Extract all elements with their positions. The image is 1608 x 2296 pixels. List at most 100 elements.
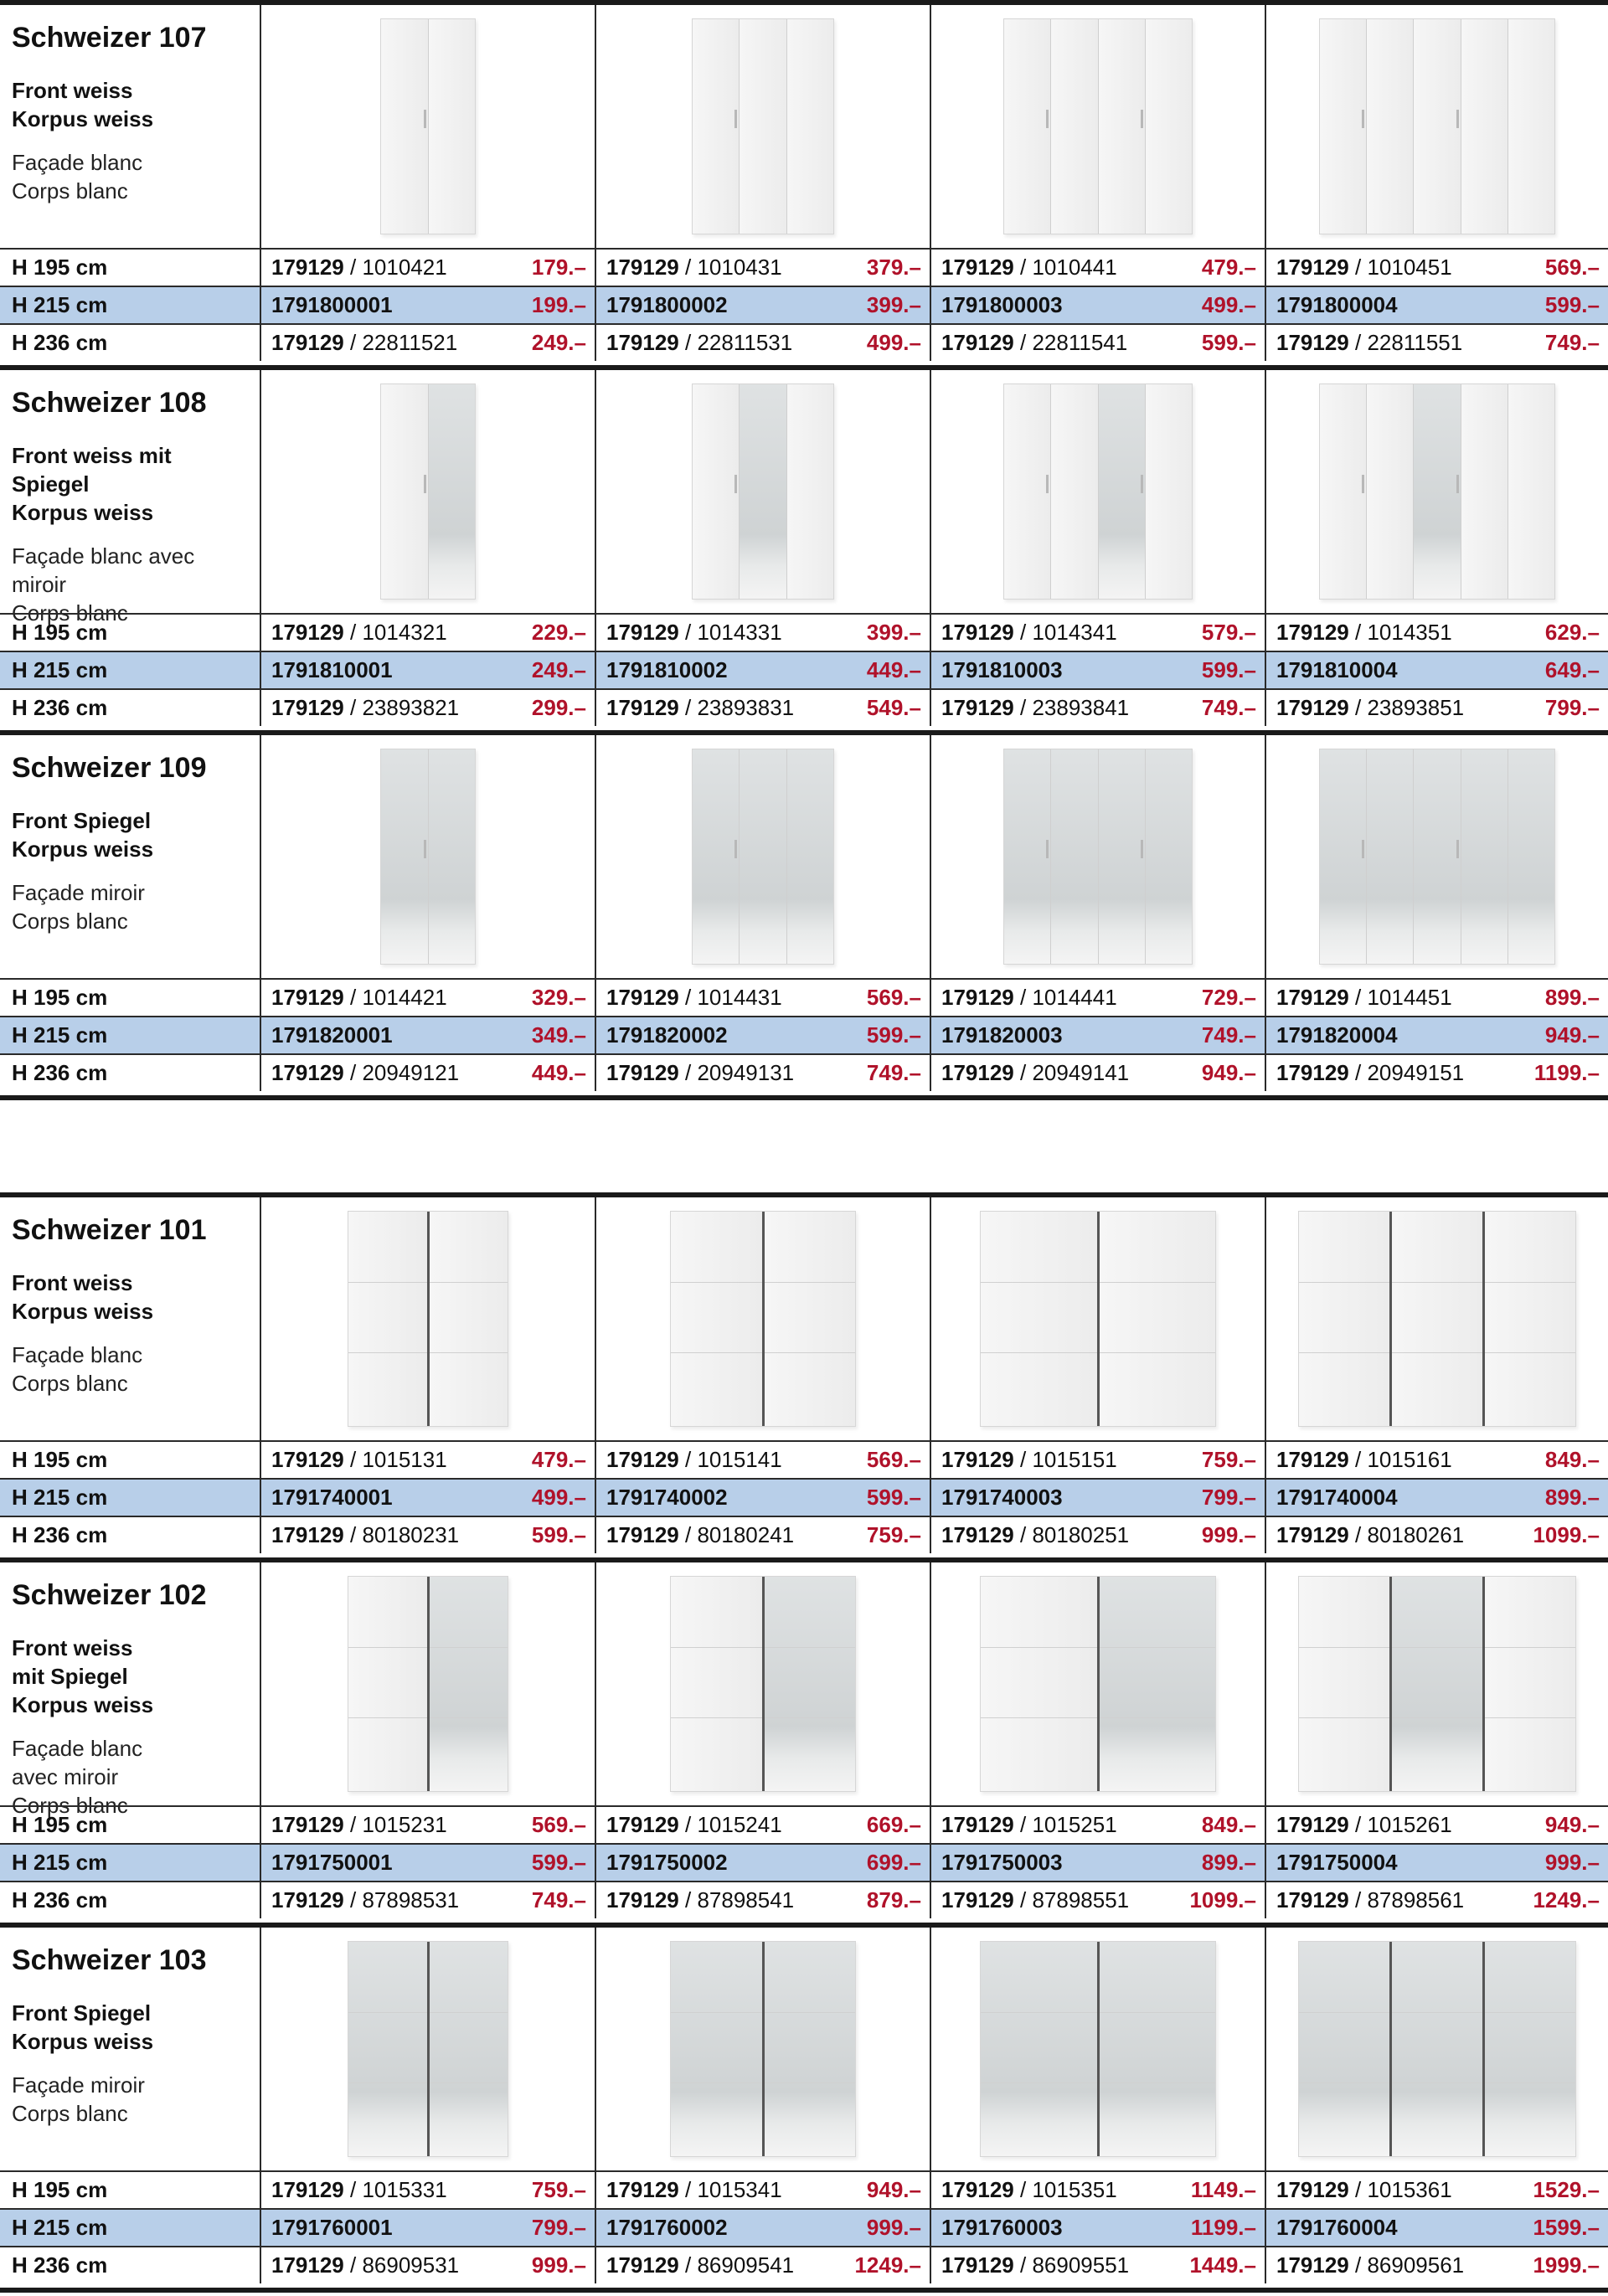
wardrobe-illustration <box>1298 1941 1576 2157</box>
wardrobe-door <box>1299 1577 1389 1791</box>
wardrobe-door <box>381 749 428 964</box>
product-title: Schweizer 103 <box>12 1944 207 1976</box>
wardrobe-door <box>739 19 786 234</box>
article-price-cell: 179129 / 1014441 729.– <box>931 980 1266 1016</box>
wardrobe-illustration <box>380 384 476 600</box>
product-block: Schweizer 101 Front weiss Korpus weiss Faç… <box>0 1192 1608 1557</box>
article-price-cell: 179129 / 1014431 569.– <box>596 980 931 1016</box>
article-price-cell: 1791800004 599.– <box>1266 287 1608 323</box>
wardrobe-illustration <box>1003 749 1193 965</box>
wardrobe-door <box>1366 749 1414 964</box>
article-number-suffix: / 20949131 <box>685 1060 795 1085</box>
article-number-suffix: / 1015361 <box>1355 2177 1452 2202</box>
article-number-main: 1791750002 <box>606 1850 728 1875</box>
article-number-suffix: / 80180251 <box>1020 1522 1130 1547</box>
article-number: 179129 / 1010431 <box>606 255 782 281</box>
price-value: 449.– <box>866 657 921 682</box>
price-value: 759.– <box>1201 1447 1256 1472</box>
wardrobe-illustration <box>670 1211 856 1427</box>
price-value: 1449.– <box>1189 2252 1256 2278</box>
article-number-main: 1791740001 <box>271 1485 393 1510</box>
price-row: H 236 cm 179129 / 86909531 999.– 179129 / 8… <box>0 2246 1608 2283</box>
article-number-main: 1791820002 <box>606 1022 728 1048</box>
article-number-suffix: / 86909551 <box>1020 2252 1130 2278</box>
product-info: Schweizer 108 Front weiss mit Spiegel Kor… <box>0 370 261 625</box>
article-number-suffix: / 20949141 <box>1020 1060 1130 1085</box>
wardrobe-image-cell <box>261 1562 596 1805</box>
door-handle-icon <box>1140 474 1143 493</box>
price-row: H 236 cm 179129 / 22811521 249.– 179129 / 2… <box>0 323 1608 361</box>
article-number-main: 179129 <box>1276 330 1349 355</box>
article-price-cell: 1791810003 599.– <box>931 652 1266 688</box>
door-handle-icon <box>1046 474 1049 493</box>
price-value: 579.– <box>1201 620 1256 645</box>
article-number-main: 1791760004 <box>1276 2215 1398 2240</box>
article-number: 1791810001 <box>271 657 393 683</box>
article-number: 179129 / 80180261 <box>1276 1522 1464 1548</box>
article-number: 179129 / 1014431 <box>606 985 782 1011</box>
article-number-main: 1791740003 <box>941 1485 1063 1510</box>
article-number-main: 179129 <box>941 330 1014 355</box>
price-value: 899.– <box>1544 985 1600 1010</box>
wardrobe-door <box>1413 384 1461 599</box>
article-number: 179129 / 23893841 <box>941 695 1129 721</box>
price-row: H 236 cm 179129 / 80180231 599.– 179129 / 8… <box>0 1516 1608 1553</box>
article-number: 179129 / 80180231 <box>271 1522 459 1548</box>
article-number-main: 1791800003 <box>941 292 1063 317</box>
article-number-suffix: / 1015261 <box>1355 1812 1452 1837</box>
price-value: 749.– <box>1544 330 1600 355</box>
wardrobe-door <box>786 749 833 964</box>
article-number: 179129 / 20949131 <box>606 1060 794 1086</box>
article-price-cell: 179129 / 86909561 1999.– <box>1266 2247 1608 2283</box>
article-price-cell: 179129 / 1015231 569.– <box>261 1807 596 1843</box>
article-number: 179129 / 80180241 <box>606 1522 794 1548</box>
article-number-main: 1791820004 <box>1276 1022 1398 1048</box>
article-number: 179129 / 1014421 <box>271 985 447 1011</box>
article-number-main: 179129 <box>271 1887 344 1912</box>
wardrobe-door <box>1460 749 1508 964</box>
price-value: 899.– <box>1201 1850 1256 1875</box>
wardrobe-image-cell <box>261 1197 596 1440</box>
article-price-cell: 1791820001 349.– <box>261 1017 596 1053</box>
wardrobe-door <box>1050 384 1098 599</box>
wardrobe-door <box>981 1942 1097 2156</box>
price-value: 749.– <box>1201 695 1256 720</box>
wardrobe-door <box>427 19 475 234</box>
wardrobe-door <box>381 384 428 599</box>
price-row: H 195 cm 179129 / 1014321 229.– 179129 / 10… <box>0 613 1608 651</box>
article-number-main: 1791800004 <box>1276 292 1398 317</box>
section-bottom-rule <box>0 1095 1608 1100</box>
article-number: 1791810003 <box>941 657 1063 683</box>
article-number-main: 179129 <box>271 620 344 645</box>
price-value: 379.– <box>866 255 921 280</box>
article-number-main: 179129 <box>271 985 344 1010</box>
wardrobe-illustration <box>1298 1211 1576 1427</box>
description-german: Front Spiegel Korpus weiss <box>12 808 154 862</box>
article-price-cell: 1791750001 599.– <box>261 1845 596 1881</box>
article-price-cell: 1791740001 499.– <box>261 1480 596 1516</box>
product-info: Schweizer 101 Front weiss Korpus weiss Faç… <box>0 1197 261 1440</box>
wardrobe-door <box>1096 1942 1215 2156</box>
wardrobe-door <box>761 1942 855 2156</box>
article-number-suffix: / 1015231 <box>350 1812 447 1837</box>
article-price-cell: 179129 / 22811541 599.– <box>931 325 1266 361</box>
price-value: 229.– <box>531 620 586 645</box>
article-price-cell: 179129 / 86909541 1249.– <box>596 2247 931 2283</box>
article-number: 179129 / 1015161 <box>1276 1447 1452 1473</box>
article-number: 1791800001 <box>271 292 393 318</box>
article-price-cell: 179129 / 1014331 399.– <box>596 615 931 651</box>
article-number-main: 179129 <box>941 985 1014 1010</box>
article-price-cell: 179129 / 23893841 749.– <box>931 690 1266 726</box>
article-number-suffix: / 1010441 <box>1020 255 1117 280</box>
article-number-main: 1791810003 <box>941 657 1063 682</box>
height-label: H 195 cm <box>0 1442 261 1478</box>
product-info: Schweizer 102 Front weiss mit Spiegel Kor… <box>0 1562 261 1818</box>
wardrobe-image-cell <box>596 735 931 978</box>
article-number-main: 1791800001 <box>271 292 393 317</box>
price-row: H 236 cm 179129 / 23893821 299.– 179129 / 2… <box>0 688 1608 726</box>
article-number: 179129 / 1010441 <box>941 255 1117 281</box>
price-value: 629.– <box>1544 620 1600 645</box>
wardrobe-illustration <box>348 1211 508 1427</box>
article-number: 179129 / 1014451 <box>1276 985 1452 1011</box>
article-number-suffix: / 1015131 <box>350 1447 447 1472</box>
